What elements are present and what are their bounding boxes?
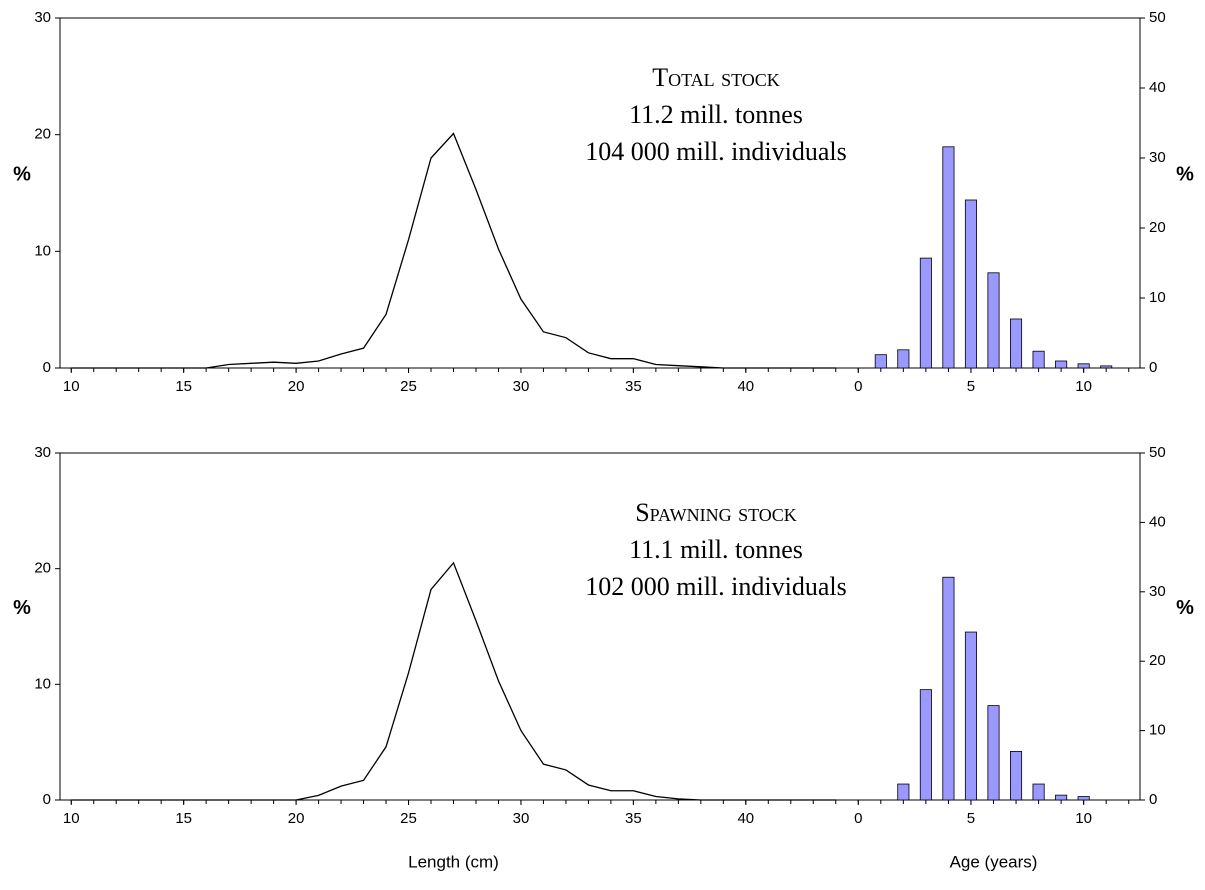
x-tick-label: 5 [967,810,975,827]
age-bar [987,272,1000,369]
y-tick-label: 10 [1149,722,1166,739]
x-tick-label: 15 [175,378,192,395]
y-tick-label: 20 [1149,652,1166,669]
x-tick-label: 10 [1075,378,1092,395]
x-tick-label: 35 [625,810,642,827]
age-bar [964,631,977,801]
x-tick-label: 30 [513,810,530,827]
y-tick-label: 10 [34,242,51,259]
x-tick-label: 35 [625,378,642,395]
age-bar [919,257,932,369]
y-axis-label: % [1176,597,1194,619]
length-line [71,132,836,369]
x-tick-label: 10 [63,810,80,827]
age-bar [897,349,910,369]
y-tick-label: 0 [43,791,51,808]
x-tick-label: 20 [288,378,305,395]
annotation: Spawning stock [635,498,797,527]
x-tick-label: 5 [967,378,975,395]
age-bar [942,576,955,801]
annotation: 11.1 mill. tonnes [629,535,803,564]
y-tick-label: 30 [34,444,51,461]
x-tick-label: 30 [513,378,530,395]
y-tick-label: 20 [34,560,51,577]
y-tick-label: 0 [1149,359,1157,376]
x-tick-label: 0 [854,378,862,395]
y-tick-label: 40 [1149,79,1166,96]
y-tick-label: 10 [1149,289,1166,306]
y-tick-label: 50 [1149,444,1166,461]
age-bar [987,705,1000,801]
y-axis-label: % [1176,163,1194,185]
age-bar [1077,363,1090,369]
age-bar [1055,360,1068,369]
y-axis-label: % [13,597,31,619]
y-tick-label: 40 [1149,513,1166,530]
x-tick-label: 40 [737,810,754,827]
age-bar [1055,794,1068,801]
age-bar [874,354,887,369]
length-line [71,561,836,801]
age-bar [964,199,977,369]
age-bar [919,689,932,801]
age-bar [1010,318,1023,369]
age-bar [1010,751,1023,801]
y-axis-label: % [13,163,31,185]
y-tick-label: 30 [34,9,51,26]
x-tick-label: 10 [63,378,80,395]
y-tick-label: 0 [43,359,51,376]
x-tick-label: 25 [400,810,417,827]
x-axis-label: Age (years) [950,852,1038,871]
x-tick-label: 15 [175,810,192,827]
age-bar [942,146,955,369]
age-bar [897,783,910,801]
age-bar [1077,796,1090,801]
annotation: 104 000 mill. individuals [585,137,846,166]
y-tick-label: 50 [1149,9,1166,26]
y-tick-label: 30 [1149,149,1166,166]
age-bar [1032,350,1045,369]
x-tick-label: 20 [288,810,305,827]
x-tick-label: 0 [854,810,862,827]
y-tick-label: 30 [1149,583,1166,600]
y-tick-label: 20 [1149,219,1166,236]
x-tick-label: 40 [737,378,754,395]
x-tick-label: 10 [1075,810,1092,827]
x-axis-label: Length (cm) [408,852,499,871]
age-bar [1100,365,1113,369]
x-tick-label: 25 [400,378,417,395]
y-tick-label: 20 [34,126,51,143]
y-tick-label: 0 [1149,791,1157,808]
age-bar [1032,783,1045,801]
annotation: 11.2 mill. tonnes [629,100,803,129]
annotation: 102 000 mill. individuals [585,572,846,601]
y-tick-label: 10 [34,675,51,692]
annotation: Total stock [652,63,780,92]
